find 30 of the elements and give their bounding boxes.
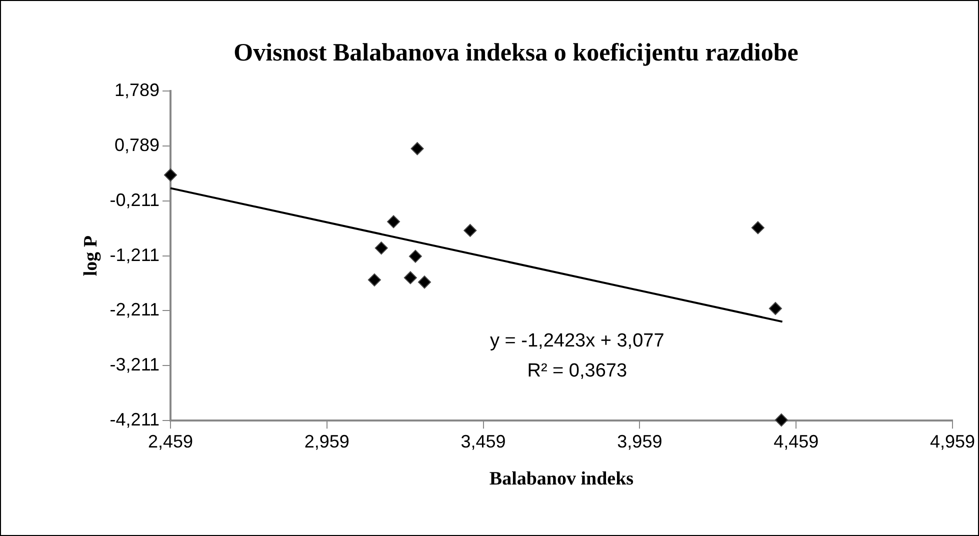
y-tick-label: -1,211 — [110, 244, 160, 265]
point — [387, 215, 400, 228]
y-tick-label: -3,211 — [110, 354, 160, 375]
y-tick-label: -4,211 — [110, 410, 160, 430]
x-axis-title: Balabanov indeks — [489, 468, 634, 490]
point — [768, 302, 782, 315]
y-tick-label: -0,211 — [110, 190, 160, 210]
x-tick-label: 2,959 — [304, 431, 350, 452]
x-tick-label: 4,959 — [930, 431, 975, 452]
point — [368, 273, 381, 286]
point — [404, 271, 417, 284]
point — [410, 142, 424, 156]
point — [464, 224, 477, 237]
point — [751, 221, 764, 234]
x-tick-label: 2,459 — [148, 431, 194, 452]
y-tick-label: 0,789 — [114, 134, 160, 155]
chart-title: Ovisnost Balabanova indeksa o koeficijentu razdiobe — [234, 39, 798, 66]
annotation: y = -1,2423x + 3,077 — [490, 330, 664, 352]
x-tick-label: 3,459 — [460, 431, 506, 452]
y-tick-label: -2,211 — [110, 300, 160, 320]
x-tick-label: 4,459 — [774, 431, 819, 452]
point — [374, 242, 388, 255]
point — [418, 276, 431, 289]
point — [408, 250, 422, 263]
annotation: R² = 0,3673 — [527, 360, 628, 382]
point — [774, 413, 788, 426]
point — [164, 168, 177, 182]
y-tick-label: 1,789 — [114, 80, 160, 100]
y-axis-title: log P — [80, 235, 102, 276]
x-tick-label: 3,959 — [617, 431, 662, 452]
